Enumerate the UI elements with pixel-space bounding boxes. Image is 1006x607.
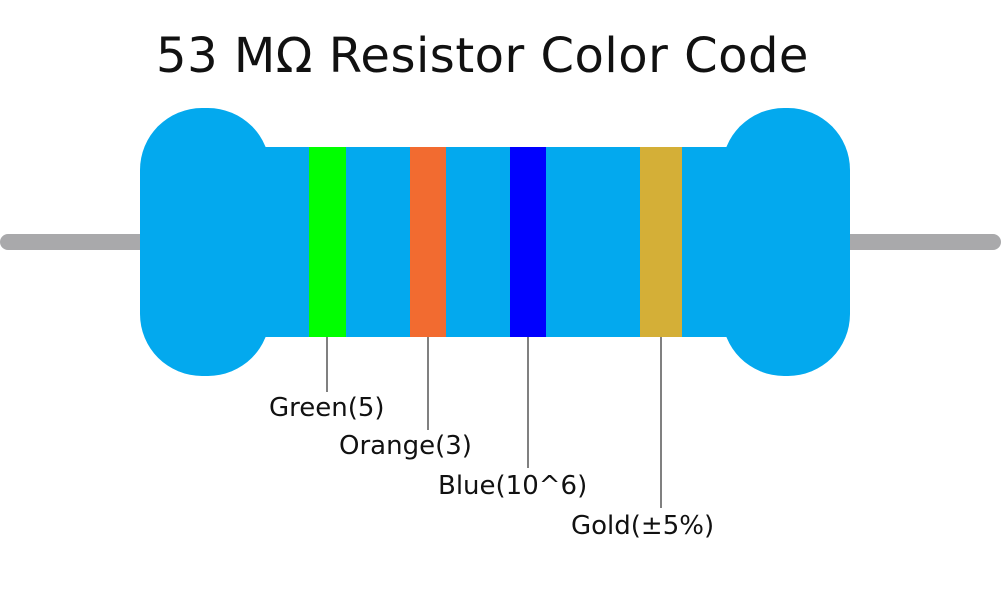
left-end-cap [140, 108, 270, 376]
band-2-label: Orange(3) [339, 431, 472, 461]
band-3-label: Blue(10^6) [438, 471, 587, 501]
band-2-orange [410, 147, 446, 337]
resistor-body [140, 108, 850, 376]
right-end-cap [722, 108, 850, 376]
band-1-label: Green(5) [269, 393, 385, 423]
band-4-label: Gold(±5%) [571, 511, 714, 541]
band-3-blue [510, 147, 546, 337]
band-4-gold [640, 147, 682, 337]
diagram-title: 53 MΩ Resistor Color Code [156, 28, 809, 84]
band-1-green [309, 147, 346, 337]
